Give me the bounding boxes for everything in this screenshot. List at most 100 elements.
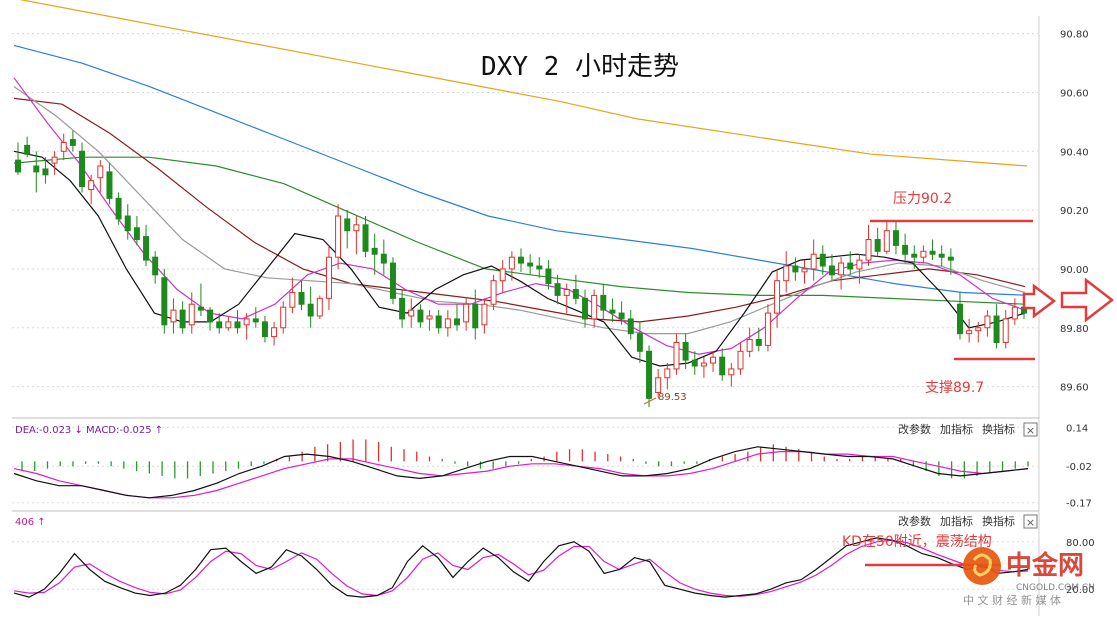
- candle-body: [508, 256, 515, 270]
- macd-tick-label: -0.17: [1066, 499, 1092, 510]
- moving-average-line: [19, 0, 1028, 167]
- candle-body: [682, 341, 689, 361]
- candle-body: [1002, 318, 1009, 343]
- kd-switch-indicator-button[interactable]: 换指标: [982, 514, 1015, 528]
- candle-body: [170, 309, 177, 323]
- kd-k-line: [13, 537, 1029, 598]
- candle-body: [847, 262, 854, 270]
- candle-body: [518, 256, 524, 264]
- candle-body: [335, 215, 342, 258]
- macd-tick-label: -0.02: [1066, 462, 1092, 473]
- macd-panel-controls: 改参数 加指标 换指标 ×: [898, 422, 1038, 437]
- watermark-site: CNGOLD.COM.CN: [1016, 583, 1095, 593]
- kd-add-indicator-button[interactable]: 加指标: [940, 514, 973, 528]
- candle-body: [710, 356, 717, 364]
- kd-indicator-label: 406 ↑: [15, 517, 46, 528]
- candle-body: [783, 265, 790, 282]
- candle-body: [627, 318, 634, 335]
- candle-body: [609, 309, 616, 314]
- candle-body: [371, 247, 378, 255]
- candle-body: [655, 377, 662, 393]
- candle-body: [453, 318, 460, 326]
- candle-body: [216, 321, 223, 329]
- macd-lines: [13, 446, 1029, 499]
- low-marker-label: 89.53: [658, 392, 687, 403]
- candle-body: [828, 265, 835, 276]
- candle-body: [764, 312, 771, 346]
- candle-body: [591, 294, 598, 320]
- moving-average-line: [13, 97, 1026, 323]
- resistance-label: 压力90.2: [893, 191, 952, 207]
- kd-close-icon: ×: [1026, 516, 1035, 529]
- candle-body: [179, 309, 186, 329]
- candle-body: [298, 291, 305, 305]
- low-marker-arrow: [643, 397, 657, 405]
- moving-average-line: [13, 86, 1026, 335]
- candle-body: [938, 253, 945, 258]
- kd-panel-controls: 改参数 加指标 换指标 ×: [898, 514, 1038, 529]
- candle-body: [79, 150, 86, 188]
- low-marker: 89.53: [643, 392, 687, 405]
- candle-body: [755, 339, 762, 346]
- macd-histogram: [21, 439, 1029, 479]
- candle-body: [271, 327, 278, 338]
- support-label: 支撑89.7: [925, 380, 984, 396]
- candle-body: [472, 303, 479, 329]
- kd-edit-params-button[interactable]: 改参数: [898, 514, 931, 528]
- kd-grid: [12, 541, 1038, 590]
- candle-body: [956, 303, 963, 335]
- kd-d-line: [13, 539, 1029, 597]
- candle-body: [444, 318, 451, 329]
- candle-body: [874, 239, 881, 252]
- candle-body: [435, 315, 442, 329]
- price-tick-label: 90.60: [1060, 88, 1089, 99]
- arrow-large-icon: [1060, 277, 1115, 323]
- candle-body: [307, 303, 314, 317]
- kd-tick-label: 80.00: [1066, 538, 1095, 549]
- candle-body: [417, 309, 424, 323]
- candle-body: [225, 321, 232, 329]
- price-tick-label: 90.20: [1060, 206, 1089, 217]
- kd-close-panel-button[interactable]: [1023, 514, 1038, 529]
- add-indicator-button[interactable]: 加指标: [940, 422, 973, 436]
- candle-body: [911, 253, 918, 258]
- watermark-slogan: 中 文 财 经 新 媒 体: [963, 593, 1061, 607]
- candle-body: [700, 362, 707, 367]
- candle-body: [572, 289, 579, 299]
- candle-body: [554, 283, 561, 296]
- resistance-annotation: 压力90.2: [870, 191, 1033, 223]
- price-tick-label: 90.00: [1060, 265, 1089, 276]
- candle-body: [975, 327, 982, 332]
- candle-body: [536, 265, 543, 270]
- candle-body: [490, 280, 497, 305]
- candle-body: [325, 256, 332, 299]
- candle-body: [481, 303, 488, 326]
- candle-body: [115, 197, 122, 220]
- candle-body: [51, 156, 58, 164]
- price-axis: 90.80 90.60 90.40 90.20 90.00 89.80 89.60: [1060, 30, 1089, 394]
- candle-body: [97, 165, 104, 179]
- candle-body: [33, 165, 40, 173]
- candle-body: [865, 239, 872, 261]
- candle-body: [152, 256, 159, 276]
- candle-body: [399, 297, 406, 320]
- candle-body: [69, 139, 76, 146]
- close-panel-button[interactable]: [1023, 422, 1038, 437]
- candle-body: [234, 321, 241, 329]
- edit-params-button[interactable]: 改参数: [898, 422, 931, 436]
- candle-body: [207, 309, 214, 323]
- candle-body: [426, 315, 433, 320]
- price-tick-label: 89.60: [1060, 383, 1089, 394]
- candle-body: [737, 350, 744, 370]
- price-tick-label: 90.80: [1060, 30, 1089, 41]
- candle-body: [664, 368, 671, 379]
- candle-body: [289, 291, 296, 308]
- macd-dif-line: [13, 446, 1029, 499]
- candle-body: [838, 262, 845, 276]
- candle-body: [362, 224, 369, 252]
- kd-tick-label: 20.00: [1066, 585, 1095, 596]
- candle-body: [408, 309, 415, 317]
- candle-body: [463, 303, 470, 323]
- switch-indicator-button[interactable]: 换指标: [982, 422, 1015, 436]
- candle-body: [15, 159, 21, 173]
